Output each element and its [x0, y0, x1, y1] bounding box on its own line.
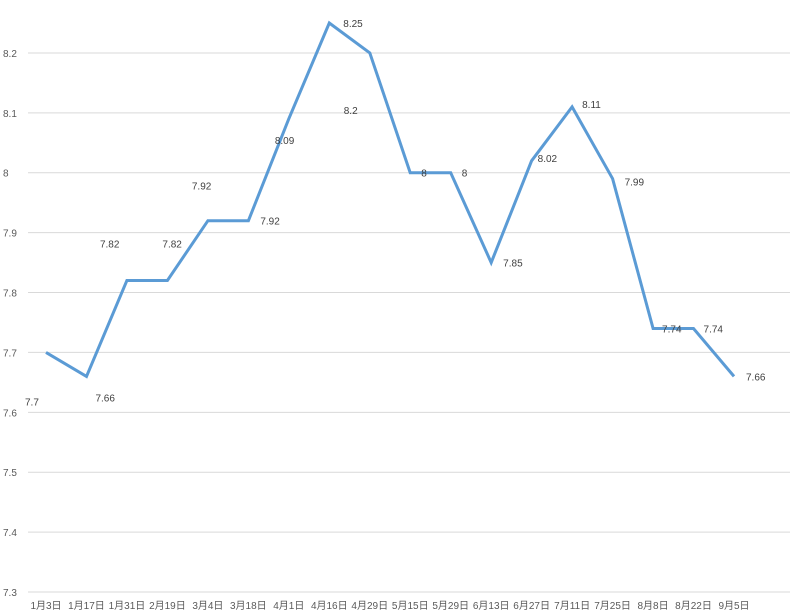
y-tick-label: 8.2 [3, 49, 17, 60]
data-label: 7.82 [162, 240, 182, 251]
x-tick-label: 4月29日 [351, 600, 388, 612]
y-tick-label: 8.1 [3, 109, 17, 120]
data-label: 8 [421, 169, 427, 180]
gridlines [28, 52, 790, 593]
series-line [45, 20, 736, 379]
series-lines [45, 20, 736, 379]
x-tick-label: 8月8日 [637, 600, 668, 612]
data-label: 7.82 [100, 240, 120, 251]
y-axis-tick-labels: 7.3 7.4 7.5 7.6 7.7 7.8 7.9 8 8.1 8.2 [3, 49, 17, 599]
data-label: 7.66 [95, 393, 115, 404]
data-label: 8.09 [275, 136, 295, 147]
data-label: 7.7 [25, 397, 39, 408]
data-label: 8.2 [344, 106, 358, 117]
x-tick-label: 5月15日 [392, 600, 429, 612]
x-tick-label: 7月25日 [594, 600, 631, 612]
x-tick-label: 4月1日 [273, 600, 304, 612]
x-tick-label: 4月16日 [311, 600, 348, 612]
y-tick-label: 7.3 [3, 588, 17, 599]
y-tick-label: 7.9 [3, 229, 17, 240]
x-tick-label: 3月18日 [230, 600, 267, 612]
data-labels: 7.7 7.66 7.82 7.82 7.92 7.92 8.09 8.25 8.2 8 8 7.85… [25, 19, 766, 408]
data-label: 7.99 [625, 178, 645, 189]
x-axis-tick-labels: 1月3日 1月17日 1月31日 2月19日 3月4日 3月18日 4月1日 4月16日 4月2… [30, 600, 749, 612]
x-tick-label: 5月29日 [432, 600, 469, 612]
x-tick-label: 2月19日 [149, 600, 186, 612]
x-tick-label: 1月31日 [109, 600, 146, 612]
x-tick-label: 1月17日 [68, 600, 105, 612]
data-label: 7.92 [192, 182, 212, 193]
y-tick-label: 7.6 [3, 408, 17, 419]
x-tick-label: 7月11日 [554, 600, 590, 612]
y-tick-label: 8 [3, 169, 9, 180]
y-tick-label: 7.4 [3, 528, 17, 539]
x-tick-label: 9月5日 [718, 600, 749, 612]
data-label: 8 [462, 169, 468, 180]
data-label: 7.92 [260, 217, 280, 228]
x-tick-label: 6月27日 [513, 600, 550, 612]
data-label: 7.66 [746, 372, 766, 383]
x-tick-label: 8月22日 [675, 600, 712, 612]
data-label: 8.25 [343, 19, 363, 30]
data-label: 7.74 [704, 324, 724, 335]
data-label: 7.74 [662, 324, 682, 335]
x-tick-label: 6月13日 [473, 600, 510, 612]
x-tick-label: 1月3日 [30, 600, 61, 612]
y-tick-label: 7.8 [3, 289, 17, 300]
data-label: 7.85 [503, 259, 523, 270]
y-tick-label: 7.5 [3, 468, 17, 479]
data-label: 8.02 [538, 154, 558, 165]
x-tick-label: 3月4日 [192, 600, 223, 612]
data-label: 8.11 [582, 100, 601, 111]
y-tick-label: 7.7 [3, 348, 17, 359]
